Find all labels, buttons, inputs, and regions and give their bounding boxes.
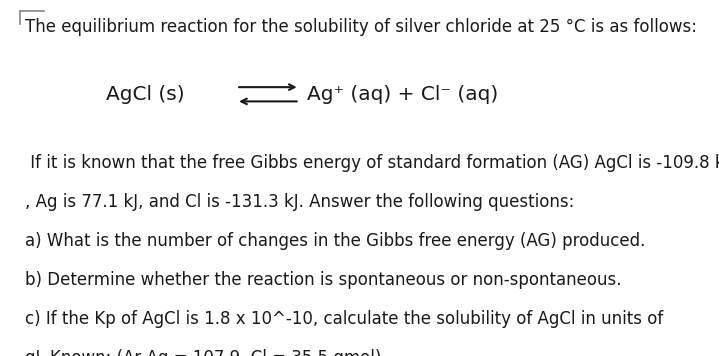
Text: , Ag is 77.1 kJ, and Cl is -131.3 kJ. Answer the following questions:: , Ag is 77.1 kJ, and Cl is -131.3 kJ. An… <box>24 193 574 211</box>
Text: Ag⁺ (aq) + Cl⁻ (aq): Ag⁺ (aq) + Cl⁻ (aq) <box>306 85 498 104</box>
Text: AgCl (s): AgCl (s) <box>106 85 185 104</box>
Text: b) Determine whether the reaction is spontaneous or non-spontaneous.: b) Determine whether the reaction is spo… <box>24 271 621 289</box>
Text: gL.Known: (Ar Ag = 107.9, Cl = 35.5 gmol): gL.Known: (Ar Ag = 107.9, Cl = 35.5 gmol… <box>24 349 381 356</box>
Text: If it is known that the free Gibbs energy of standard formation (AG) AgCl is -10: If it is known that the free Gibbs energ… <box>24 154 719 172</box>
Text: a) What is the number of changes in the Gibbs free energy (AG) produced.: a) What is the number of changes in the … <box>24 232 645 250</box>
Text: c) If the Kp of AgCl is 1.8 x 10^-10, calculate the solubility of AgCl in units : c) If the Kp of AgCl is 1.8 x 10^-10, ca… <box>24 310 663 328</box>
Text: The equilibrium reaction for the solubility of silver chloride at 25 °C is as fo: The equilibrium reaction for the solubil… <box>24 18 697 36</box>
